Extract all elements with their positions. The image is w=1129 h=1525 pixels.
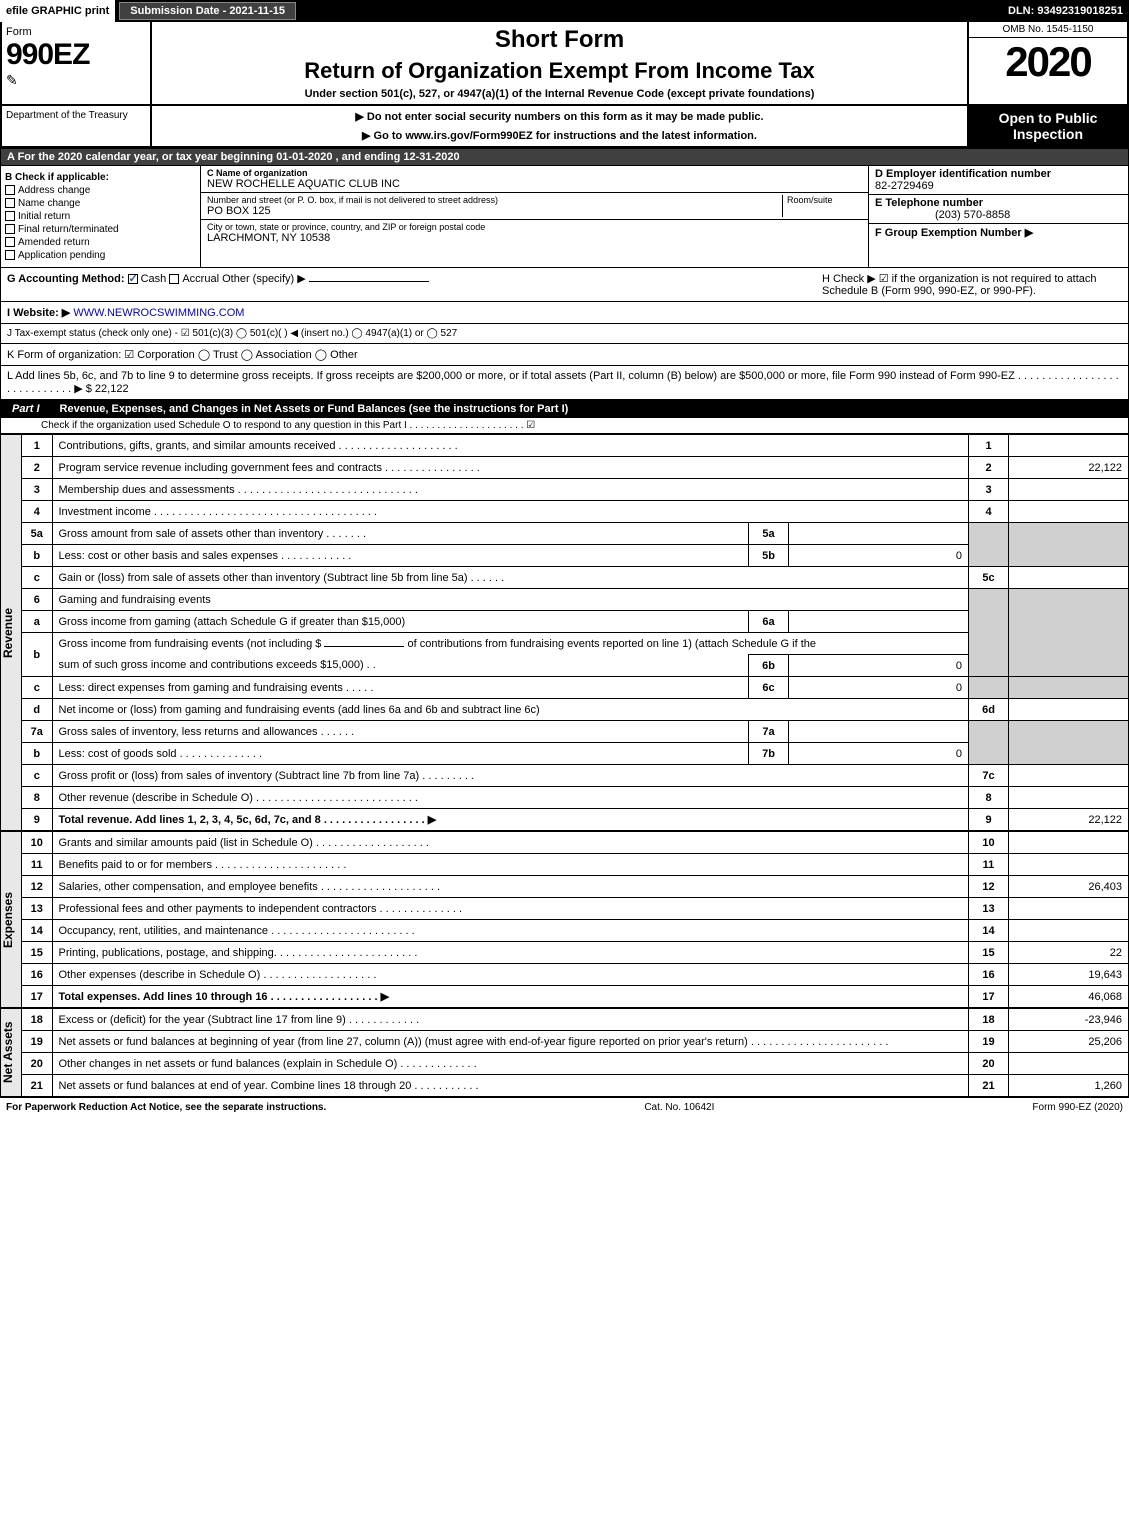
part1-check: Check if the organization used Schedule … (0, 418, 1129, 434)
expenses-table: 10Grants and similar amounts paid (list … (22, 831, 1129, 1008)
side-revenue: Revenue (0, 434, 22, 831)
under-section: Under section 501(c), 527, or 4947(a)(1)… (160, 88, 959, 100)
line7b-amount: 0 (789, 743, 969, 765)
k-form-org: K Form of organization: ☑ Corporation ◯ … (0, 344, 1129, 366)
footer-left: For Paperwork Reduction Act Notice, see … (6, 1102, 326, 1113)
i-website: I Website: ▶ WWW.NEWROCSWIMMING.COM (0, 302, 1129, 324)
header-center: Short Form Return of Organization Exempt… (152, 22, 967, 104)
line16-amount: 19,643 (1009, 964, 1129, 986)
group-label: F Group Exemption Number ▶ (875, 227, 1033, 239)
efile-label[interactable]: efile GRAPHIC print (0, 0, 115, 22)
inspection-box: Open to Public Inspection (967, 106, 1127, 146)
header-left: Form 990EZ ✎ (2, 22, 152, 104)
line6b-amount: 0 (789, 655, 969, 677)
checkbox-pending[interactable] (5, 250, 15, 260)
omb-number: OMB No. 1545-1150 (969, 22, 1127, 38)
open-public: Open to Public (973, 110, 1123, 126)
netassets-table: 18Excess or (deficit) for the year (Subt… (22, 1008, 1129, 1097)
checkbox-final[interactable] (5, 224, 15, 234)
no-ssn: ▶ Do not enter social security numbers o… (156, 110, 963, 123)
telephone: (203) 570-8858 (875, 209, 1010, 221)
short-form-title: Short Form (160, 26, 959, 54)
header-row: Form 990EZ ✎ Short Form Return of Organi… (0, 22, 1129, 106)
revenue-section: Revenue 1Contributions, gifts, grants, a… (0, 434, 1129, 831)
room-suite: Room/suite (782, 195, 862, 217)
c-section: C Name of organization NEW ROCHELLE AQUA… (201, 166, 868, 267)
g-accounting: G Accounting Method: Cash Accrual Other … (7, 272, 822, 297)
tel-label: E Telephone number (875, 197, 983, 209)
part1-title: Revenue, Expenses, and Changes in Net As… (52, 400, 577, 418)
netassets-section: Net Assets 18Excess or (deficit) for the… (0, 1008, 1129, 1097)
footer-right: Form 990-EZ (2020) (1032, 1102, 1123, 1113)
checkbox-name[interactable] (5, 198, 15, 208)
line5b-amount: 0 (789, 545, 969, 567)
row-a: A For the 2020 calendar year, or tax yea… (0, 148, 1129, 166)
checkbox-accrual[interactable] (169, 274, 179, 284)
checkbox-initial[interactable] (5, 211, 15, 221)
d-section: D Employer identification number 82-2729… (868, 166, 1128, 267)
expenses-section: Expenses 10Grants and similar amounts pa… (0, 831, 1129, 1008)
dept-treasury: Department of the Treasury (2, 106, 152, 146)
inspection-label: Inspection (973, 126, 1123, 142)
line21-amount: 1,260 (1009, 1075, 1129, 1097)
j-tax-status: J Tax-exempt status (check only one) - ☑… (0, 324, 1129, 344)
line9-amount: 22,122 (1009, 809, 1129, 831)
checkbox-cash[interactable] (128, 274, 138, 284)
checkbox-address[interactable] (5, 185, 15, 195)
revenue-table: 1Contributions, gifts, grants, and simil… (22, 434, 1129, 831)
l-gross-receipts: L Add lines 5b, 6c, and 7b to line 9 to … (0, 366, 1129, 400)
ein-label: D Employer identification number (875, 168, 1051, 180)
goto-link[interactable]: ▶ Go to www.irs.gov/Form990EZ for instru… (362, 130, 757, 142)
return-title: Return of Organization Exempt From Incom… (160, 58, 959, 84)
city: LARCHMONT, NY 10538 (207, 232, 862, 244)
form-number: 990EZ (6, 38, 146, 72)
b-label: B Check if applicable: (5, 172, 109, 183)
line17-amount: 46,068 (1009, 986, 1129, 1008)
line12-amount: 26,403 (1009, 876, 1129, 898)
line2-amount: 22,122 (1009, 457, 1129, 479)
c-label: C Name of organization (207, 168, 308, 178)
street: PO BOX 125 (207, 205, 782, 217)
top-bar: efile GRAPHIC print Submission Date - 20… (0, 0, 1129, 22)
footer-mid: Cat. No. 10642I (644, 1102, 714, 1113)
line18-amount: -23,946 (1009, 1009, 1129, 1031)
part1-header: Part I Revenue, Expenses, and Changes in… (0, 400, 1129, 418)
line15-amount: 22 (1009, 942, 1129, 964)
h-check: H Check ▶ ☑ if the organization is not r… (822, 272, 1122, 297)
dln: DLN: 93492319018251 (1008, 5, 1129, 17)
tax-year: 2020 (969, 38, 1127, 86)
checkbox-amended[interactable] (5, 237, 15, 247)
instructions: ▶ Do not enter social security numbers o… (152, 106, 967, 146)
city-label: City or town, state or province, country… (207, 222, 862, 232)
side-expenses: Expenses (0, 831, 22, 1008)
org-name: NEW ROCHELLE AQUATIC CLUB INC (207, 178, 862, 190)
g-h-row: G Accounting Method: Cash Accrual Other … (0, 268, 1129, 302)
form-word: Form (6, 26, 146, 38)
page-footer: For Paperwork Reduction Act Notice, see … (0, 1097, 1129, 1117)
line19-amount: 25,206 (1009, 1031, 1129, 1053)
instruction-row: Department of the Treasury ▶ Do not ente… (0, 106, 1129, 148)
section-b: B Check if applicable: Address change Na… (0, 166, 1129, 268)
website-link[interactable]: WWW.NEWROCSWIMMING.COM (73, 307, 244, 319)
side-netassets: Net Assets (0, 1008, 22, 1097)
submission-date: Submission Date - 2021-11-15 (119, 2, 296, 20)
street-label: Number and street (or P. O. box, if mail… (207, 195, 782, 205)
b-check-options: B Check if applicable: Address change Na… (1, 166, 201, 267)
line6c-amount: 0 (789, 677, 969, 699)
header-right: OMB No. 1545-1150 2020 (967, 22, 1127, 104)
part1-label: Part I (0, 400, 52, 418)
ein: 82-2729469 (875, 180, 934, 192)
